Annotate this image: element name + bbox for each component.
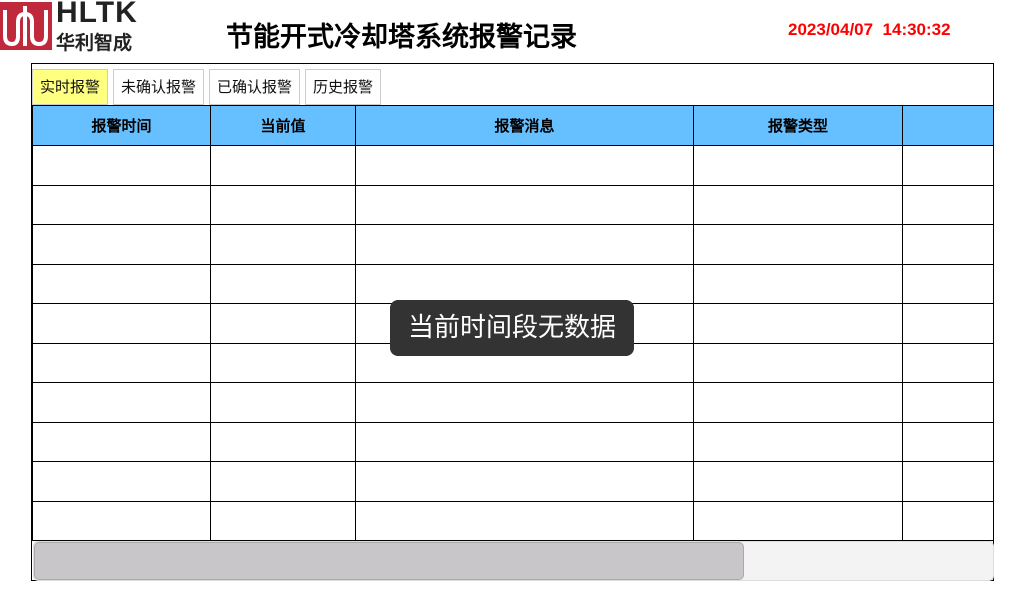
table-row[interactable] [32, 500, 994, 541]
table-row[interactable] [32, 145, 994, 186]
table-cell [355, 263, 694, 304]
table-cell [902, 382, 994, 423]
table-cell [902, 263, 994, 304]
alarm-table: 报警时间 当前值 报警消息 报警类型 [32, 105, 994, 541]
table-cell [32, 461, 211, 502]
table-cell [902, 461, 994, 502]
table-cell [693, 184, 903, 225]
table-cell [32, 382, 211, 423]
table-row[interactable] [32, 382, 994, 423]
table-cell [355, 500, 694, 541]
logo [0, 2, 52, 50]
table-cell [32, 263, 211, 304]
table-cell [693, 461, 903, 502]
page-title: 节能开式冷却塔系统报警记录 [226, 22, 577, 53]
table-cell [210, 342, 356, 383]
tab-unacknowledged-alarm[interactable]: 未确认报警 [113, 69, 205, 105]
table-cell [32, 342, 211, 383]
table-cell [355, 461, 694, 502]
table-row[interactable] [32, 224, 994, 265]
table-cell [693, 303, 903, 344]
table-cell [902, 303, 994, 344]
tab-realtime-alarm[interactable]: 实时报警 [32, 69, 109, 105]
table-cell [693, 500, 903, 541]
table-cell [902, 145, 994, 186]
table-cell [355, 145, 694, 186]
table-row[interactable] [32, 421, 994, 462]
column-header-extra [902, 105, 994, 146]
column-header-time: 报警时间 [32, 105, 211, 146]
column-header-type: 报警类型 [693, 105, 903, 146]
alarm-panel: 实时报警 未确认报警 已确认报警 历史报警 报警时间 当前值 报警消息 报警类型 [31, 63, 994, 581]
table-row[interactable] [32, 461, 994, 502]
column-header-value: 当前值 [210, 105, 356, 146]
table-cell [210, 500, 356, 541]
alarm-tabs: 实时报警 未确认报警 已确认报警 历史报警 [32, 69, 382, 105]
table-cell [355, 184, 694, 225]
table-cell [32, 145, 211, 186]
table-cell [902, 342, 994, 383]
table-cell [210, 184, 356, 225]
table-cell [693, 263, 903, 304]
table-cell [693, 145, 903, 186]
table-cell [355, 382, 694, 423]
horizontal-scrollbar[interactable] [33, 541, 994, 581]
table-cell [210, 461, 356, 502]
table-cell [902, 184, 994, 225]
table-cell [32, 421, 211, 462]
table-cell [210, 303, 356, 344]
brand-name-cn: 华利智成 [56, 32, 133, 54]
table-cell [210, 421, 356, 462]
table-cell [693, 342, 903, 383]
table-cell [32, 500, 211, 541]
table-cell [693, 421, 903, 462]
table-cell [32, 303, 211, 344]
logo-mark-icon [2, 6, 48, 47]
table-cell [693, 224, 903, 265]
column-header-message: 报警消息 [355, 105, 694, 146]
table-cell [32, 224, 211, 265]
table-cell [902, 421, 994, 462]
table-cell [355, 224, 694, 265]
tab-history-alarm[interactable]: 历史报警 [305, 69, 382, 105]
brand-name: HLTK [56, 0, 138, 29]
table-cell [902, 224, 994, 265]
toast-message: 当前时间段无数据 [390, 300, 634, 356]
datetime-display: 2023/04/07 14:30:32 [788, 20, 951, 39]
table-row[interactable] [32, 263, 994, 304]
table-row[interactable] [32, 184, 994, 225]
tab-acknowledged-alarm[interactable]: 已确认报警 [209, 69, 301, 105]
table-cell [902, 500, 994, 541]
table-cell [210, 263, 356, 304]
table-cell [210, 224, 356, 265]
table-cell [355, 421, 694, 462]
table-cell [210, 145, 356, 186]
scrollbar-thumb[interactable] [34, 542, 744, 580]
table-cell [693, 382, 903, 423]
table-cell [210, 382, 356, 423]
table-cell [32, 184, 211, 225]
